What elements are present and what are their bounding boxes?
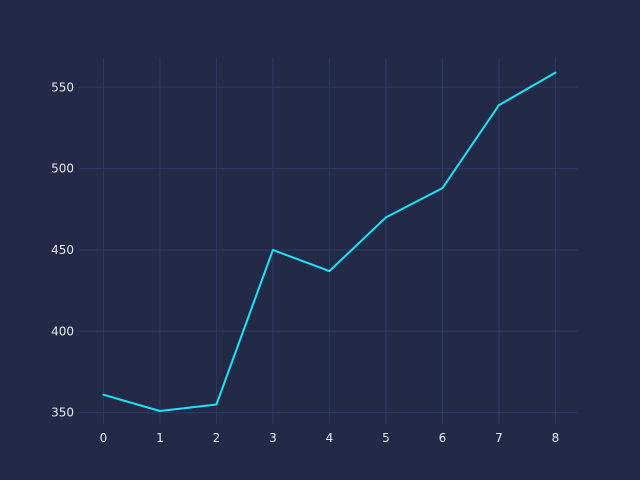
x-tick-label: 0	[100, 431, 108, 445]
y-tick-label: 500	[51, 162, 74, 176]
y-tick-label: 550	[51, 80, 74, 94]
x-tick-labels: 0 1 2 3 4 5 6 7 8	[100, 431, 560, 445]
x-tick-label: 1	[156, 431, 164, 445]
series-lines	[102, 71, 557, 412]
x-tick-label: 7	[495, 431, 503, 445]
x-tick-label: 5	[382, 431, 390, 445]
x-gridlines	[102, 58, 556, 424]
y-tick-label: 450	[51, 243, 74, 257]
y-tick-label: 400	[51, 324, 74, 338]
y-tick-label: 350	[51, 406, 74, 420]
x-tick-label: 8	[552, 431, 560, 445]
x-tick-label: 2	[213, 431, 221, 445]
x-tick-label: 6	[439, 431, 447, 445]
x-tick-label: 3	[269, 431, 277, 445]
series-line	[102, 71, 557, 412]
y-tick-labels: 350 400 450 500 550	[51, 80, 74, 419]
y-gridlines	[78, 86, 578, 414]
x-tick-label: 4	[326, 431, 334, 445]
